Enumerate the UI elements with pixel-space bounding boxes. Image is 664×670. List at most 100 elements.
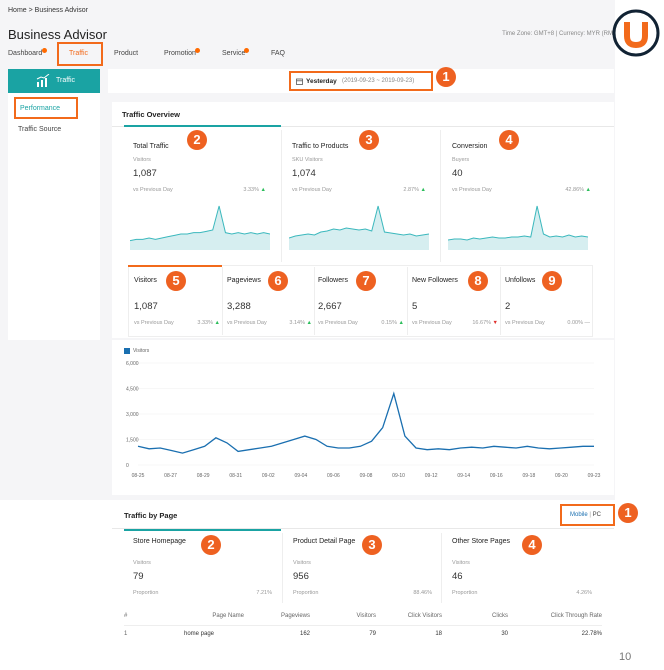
overview-card-title-conversion[interactable]: Conversion bbox=[452, 143, 488, 150]
top-nav: Dashboard Traffic Product Promotion Serv… bbox=[0, 44, 615, 66]
page-card-sub: Visitors bbox=[452, 560, 470, 566]
device-toggle: Mobile | PC bbox=[570, 512, 601, 518]
overview-card-compare: vs Previous Day bbox=[292, 187, 332, 193]
overview-card-value: 1,087 bbox=[133, 168, 157, 179]
sparkline-area bbox=[289, 206, 429, 250]
metric-pageviews-value: 3,288 bbox=[227, 301, 251, 312]
page-card-sub: Visitors bbox=[293, 560, 311, 566]
tab-promotion[interactable]: Promotion bbox=[164, 48, 200, 57]
table-cell: 162 bbox=[299, 631, 310, 638]
page-number: 10 bbox=[619, 651, 632, 663]
active-page-indicator bbox=[124, 529, 281, 531]
traffic-tab-highlight bbox=[57, 42, 103, 66]
device-toggle-highlight bbox=[560, 504, 615, 526]
sparkline-line bbox=[448, 205, 588, 241]
date-label[interactable]: Yesterday bbox=[306, 78, 337, 85]
tab-dashboard[interactable]: Dashboard bbox=[8, 48, 47, 57]
metric-pct: 0.00% — bbox=[567, 320, 590, 326]
callout-2: 2 bbox=[201, 535, 221, 555]
x-tick-label: 09-12 bbox=[425, 473, 438, 479]
y-tick-label: 3,000 bbox=[126, 412, 139, 418]
chart-panel bbox=[112, 340, 614, 495]
metric-compare: vs Previous Day bbox=[505, 320, 545, 326]
sparkline-total-traffic bbox=[130, 205, 270, 250]
table-header: Click Visitors bbox=[407, 612, 442, 619]
page-card-product-detail[interactable]: Product Detail Page bbox=[293, 538, 356, 545]
page-card-store-homepage[interactable]: Store Homepage bbox=[133, 538, 186, 545]
date-selector-highlight bbox=[289, 71, 433, 91]
overview-card-sub: SKU Visitors bbox=[292, 157, 323, 163]
callout-3: 3 bbox=[362, 535, 382, 555]
x-tick-label: 08-29 bbox=[197, 473, 210, 479]
metrics-row bbox=[128, 265, 593, 337]
metric-followers-value: 2,667 bbox=[318, 301, 342, 312]
metric-pct: 3.33% ▲ bbox=[197, 320, 220, 326]
sparkline-line bbox=[289, 205, 429, 239]
tab-product[interactable]: Product bbox=[114, 50, 139, 57]
metric-compare: vs Previous Day bbox=[227, 320, 267, 326]
sidebar-header-label: Traffic bbox=[56, 77, 76, 84]
tab-faq[interactable]: FAQ bbox=[271, 50, 286, 57]
callout-2: 2 bbox=[187, 130, 207, 150]
metric-new-followers-label[interactable]: New Followers bbox=[412, 277, 458, 284]
sidebar-item-performance[interactable]: Performance bbox=[14, 97, 78, 119]
metric-unfollows-label[interactable]: Unfollows bbox=[505, 277, 536, 284]
table-row[interactable]: 1 home page 162 79 18 30 22.78% bbox=[124, 625, 602, 643]
table-header: # bbox=[124, 612, 128, 619]
page-card-prop: 7.21% bbox=[256, 590, 272, 596]
sparkline-line bbox=[130, 205, 270, 242]
callout-8: 8 bbox=[468, 271, 488, 291]
table-header: Page Name bbox=[212, 612, 244, 619]
sidebar-header[interactable]: Traffic bbox=[8, 69, 100, 93]
callout-1: 1 bbox=[436, 67, 456, 87]
table-cell: 1 bbox=[124, 631, 128, 638]
sparkline-conversion bbox=[448, 205, 588, 250]
sparkline-area bbox=[130, 206, 270, 250]
metric-unfollows-value: 2 bbox=[505, 301, 511, 312]
table-header-row: # Page Name Pageviews Visitors Click Vis… bbox=[124, 607, 602, 625]
y-tick-label: 0 bbox=[126, 463, 129, 469]
sidebar: Traffic Performance Traffic Source bbox=[8, 69, 100, 340]
y-tick-label: 6,000 bbox=[126, 361, 139, 367]
toggle-pc[interactable]: PC bbox=[592, 512, 601, 518]
toggle-mobile[interactable]: Mobile bbox=[570, 512, 588, 518]
table-header: Click Through Rate bbox=[550, 612, 602, 619]
overview-card-pct: 42.86% ▲ bbox=[565, 187, 591, 193]
metric-visitors-label[interactable]: Visitors bbox=[134, 277, 157, 284]
page-card-other-store-pages[interactable]: Other Store Pages bbox=[452, 538, 510, 545]
calendar-icon bbox=[296, 78, 303, 85]
overview-card-value: 40 bbox=[452, 168, 463, 179]
divider bbox=[112, 528, 614, 529]
section-title: Traffic by Page bbox=[124, 511, 178, 520]
overview-card-title-traffic-to-products[interactable]: Traffic to Products bbox=[292, 143, 349, 150]
table-header: Clicks bbox=[492, 612, 508, 619]
x-tick-label: 09-06 bbox=[327, 473, 340, 479]
table-header: Pageviews bbox=[280, 612, 310, 619]
sparkline-area bbox=[448, 206, 588, 250]
sidebar-item-traffic-source[interactable]: Traffic Source bbox=[18, 126, 62, 133]
overview-card-pct: 2.87% ▲ bbox=[403, 187, 426, 193]
page-card-prop-label: Proportion bbox=[293, 590, 319, 596]
x-tick-label: 08-31 bbox=[229, 473, 242, 479]
page-card-sub: Visitors bbox=[133, 560, 151, 566]
section-title: Traffic Overview bbox=[122, 110, 180, 119]
legend-swatch bbox=[124, 348, 130, 354]
callout-1: 1 bbox=[618, 503, 638, 523]
timezone-currency: Time Zone: GMT+8 | Currency: MYR (RM) bbox=[502, 31, 615, 37]
page-table: # Page Name Pageviews Visitors Click Vis… bbox=[124, 607, 602, 643]
x-tick-label: 09-04 bbox=[294, 473, 307, 479]
page-card-value: 79 bbox=[133, 571, 144, 582]
callout-4: 4 bbox=[522, 535, 542, 555]
date-range: (2019-09-23 ~ 2019-09-23) bbox=[342, 78, 415, 84]
table-cell: 18 bbox=[435, 631, 442, 638]
tab-service[interactable]: Service bbox=[222, 48, 249, 57]
overview-card-title-total-traffic[interactable]: Total Traffic bbox=[133, 143, 169, 150]
overview-card-sub: Visitors bbox=[133, 157, 151, 163]
metric-pageviews-label[interactable]: Pageviews bbox=[227, 277, 261, 284]
page-card-prop-label: Proportion bbox=[133, 590, 159, 596]
metric-followers-label[interactable]: Followers bbox=[318, 277, 348, 284]
legend-label[interactable]: Visitors bbox=[133, 348, 150, 354]
tab-traffic[interactable]: Traffic bbox=[69, 50, 89, 57]
breadcrumb: Home > Business Advisor bbox=[8, 7, 88, 14]
table-header: Visitors bbox=[356, 612, 376, 619]
